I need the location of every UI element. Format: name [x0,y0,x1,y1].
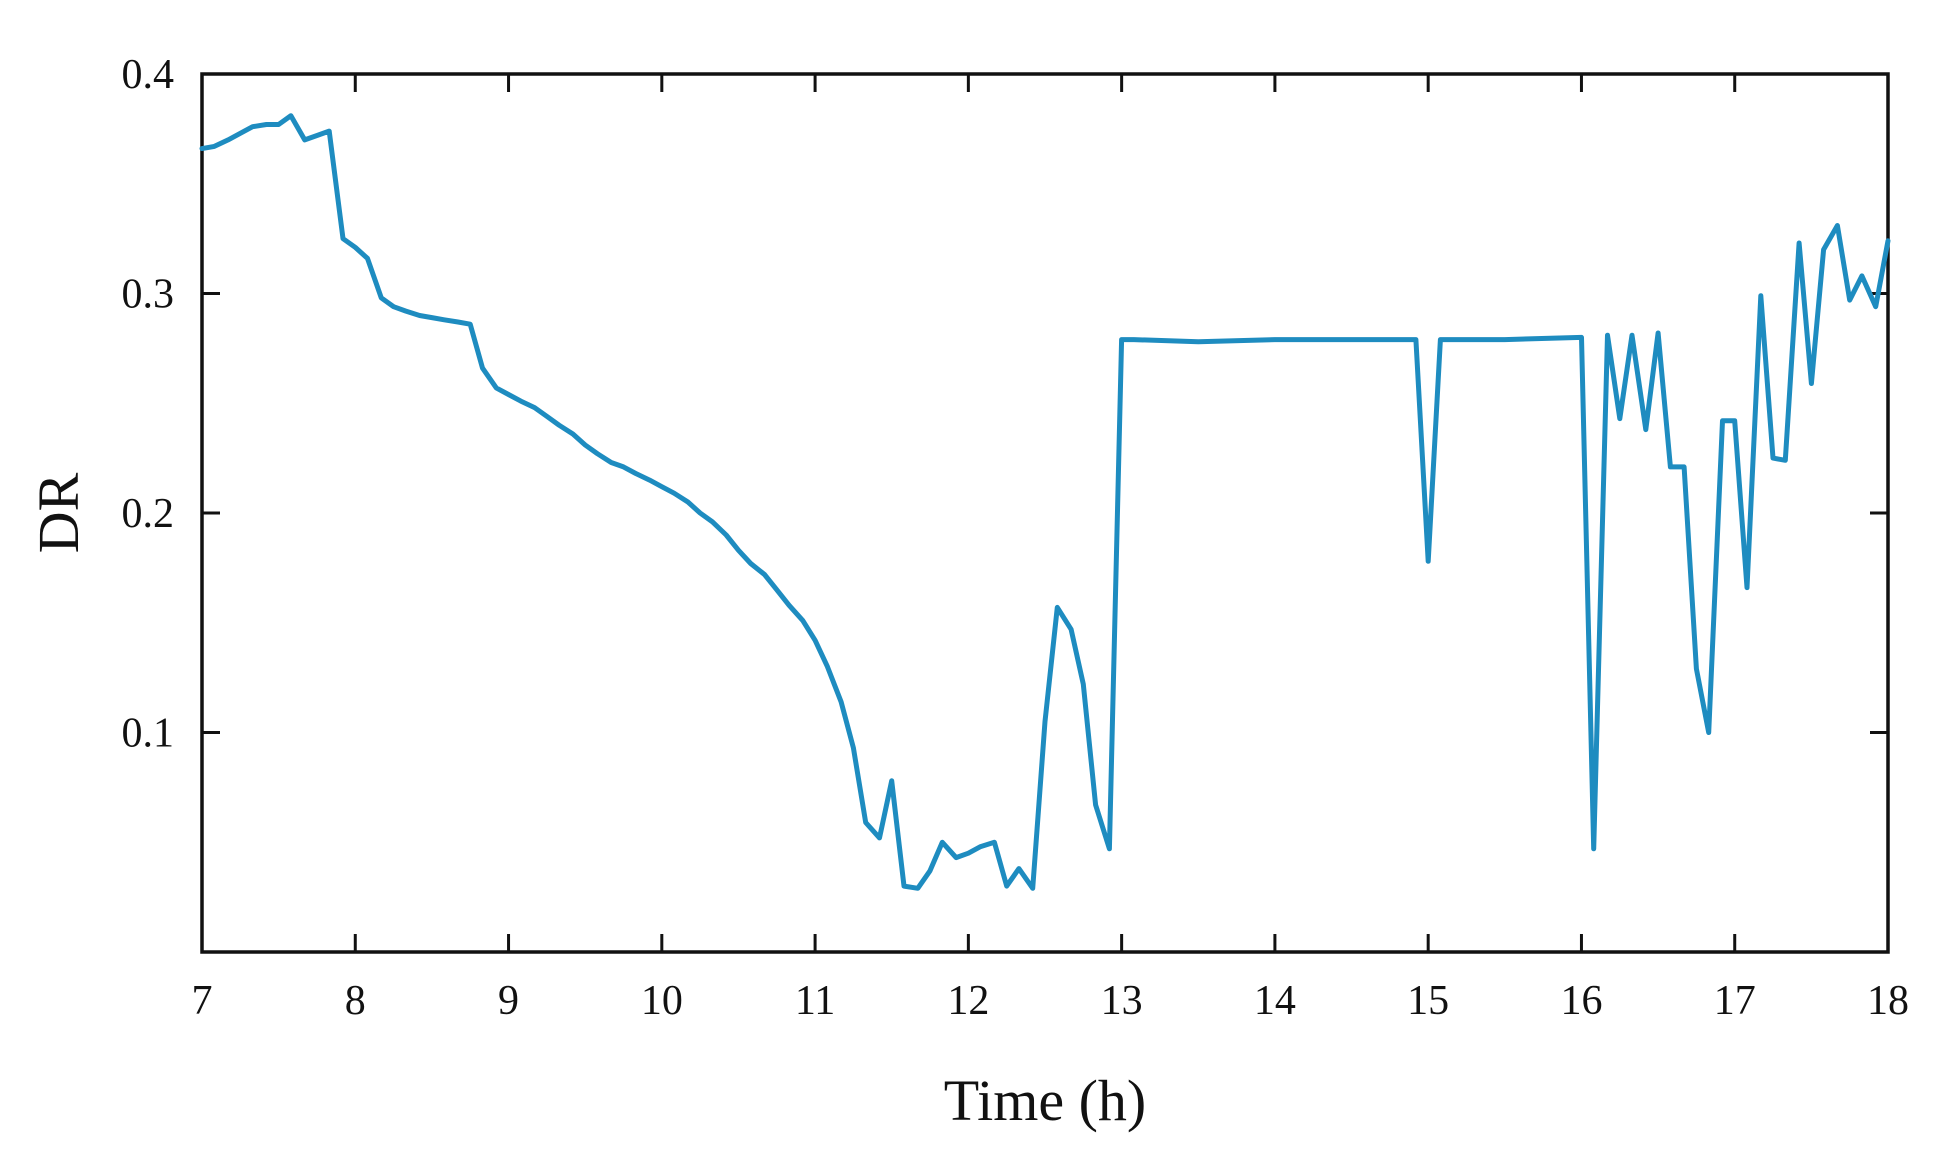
x-tick-label: 8 [345,978,366,1024]
y-tick-label: 0.1 [122,711,175,757]
ticks-layer: 7 8 9 10 11 12 13 14 15 16 17 18 0.1 0.2 0.3 0.4 [122,52,1910,1024]
x-tick-label: 14 [1254,978,1296,1024]
y-tick-label: 0.2 [122,491,175,537]
x-tick-label: 11 [795,978,835,1024]
x-tick-label: 15 [1407,978,1449,1024]
series-line [199,113,1891,891]
y-axis-title: DR [26,472,91,553]
x-tick-label: 7 [192,978,213,1024]
x-tick-label: 12 [947,978,989,1024]
x-tick-label: 16 [1560,978,1602,1024]
x-tick-label: 13 [1101,978,1143,1024]
x-tick-label: 10 [641,978,683,1024]
axes-layer [200,72,1890,954]
series-layer [199,113,1891,891]
y-tick-label: 0.3 [122,272,175,318]
plot-frame [200,72,1890,954]
x-tick-label: 18 [1867,978,1909,1024]
x-tick-label: 17 [1714,978,1756,1024]
y-tick-label: 0.4 [122,52,175,98]
x-axis-title: Time (h) [944,1068,1147,1133]
x-tick-label: 9 [498,978,519,1024]
